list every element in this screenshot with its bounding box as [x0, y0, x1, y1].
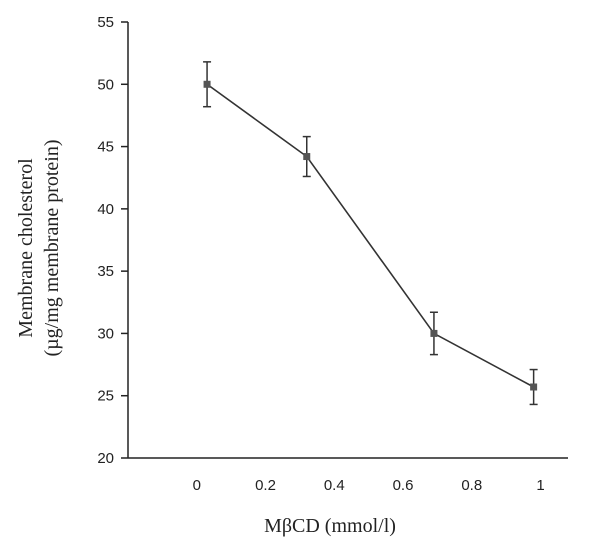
x-tick-label: 0.6	[393, 477, 414, 494]
x-ticks: 0 0.2 0.4 0.6 0.8 1	[193, 477, 545, 494]
x-tick-label: 0	[193, 477, 201, 494]
x-tick-label: 0.8	[461, 477, 482, 494]
data-point	[203, 80, 211, 88]
y-tick-label: 30	[97, 325, 114, 342]
x-tick-label: 1	[536, 477, 544, 494]
y-axis-label-line1: Membrane cholesterol	[15, 158, 37, 338]
plot-series	[203, 61, 538, 406]
y-tick-label: 35	[97, 263, 114, 280]
data-point	[530, 383, 538, 391]
y-tick-label: 25	[97, 388, 114, 405]
x-tick-label: 0.2	[255, 477, 276, 494]
data-point	[430, 329, 438, 337]
x-tick-label: 0.4	[324, 477, 345, 494]
y-tick-label: 45	[97, 139, 114, 156]
y-tick-label: 55	[97, 14, 114, 31]
x-axis-label: MβCD (mmol/l)	[264, 515, 396, 537]
y-axis-label-line2: (µg/mg membrane protein)	[41, 139, 63, 356]
data-point	[303, 153, 311, 161]
y-tick-label: 40	[97, 201, 114, 218]
axes	[127, 22, 568, 459]
y-tick-label: 50	[97, 76, 114, 93]
y-ticks: 20 25 30 35 40 45 50 55	[97, 14, 128, 467]
y-axis-label-group: Membrane cholesterol (µg/mg membrane pro…	[15, 139, 63, 356]
y-tick-label: 20	[97, 450, 114, 467]
series-line	[206, 83, 535, 388]
